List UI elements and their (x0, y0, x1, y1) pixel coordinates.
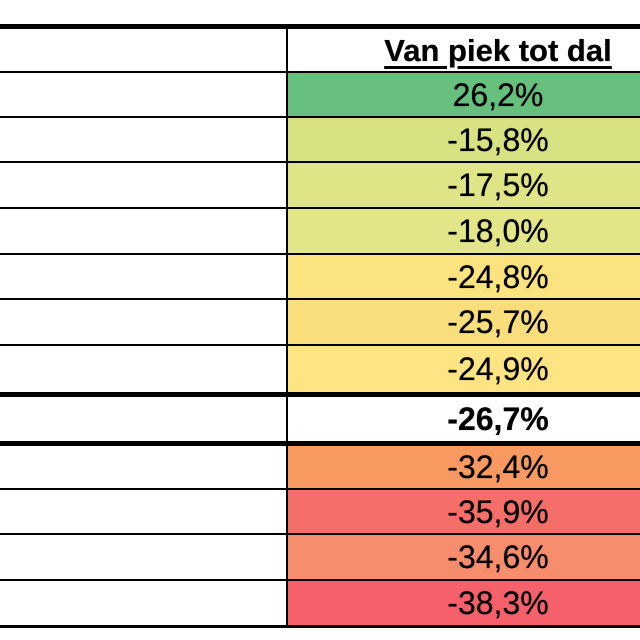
row-label-cell (0, 490, 288, 533)
header-value-cell: Van piek tot dal (288, 29, 640, 71)
value-cell: -26,7% (288, 397, 640, 441)
table-row: -17,5% (0, 163, 640, 209)
value-text: -24,8% (447, 258, 549, 295)
value-cell: -32,4% (288, 446, 640, 488)
table-row: -15,8% (0, 118, 640, 163)
row-label-cell (0, 397, 288, 441)
table-row-total: -26,7% (0, 397, 640, 446)
value-text: -24,9% (447, 351, 549, 387)
value-cell: -18,0% (288, 209, 640, 253)
value-cell: -15,8% (288, 118, 640, 161)
row-label-cell (0, 163, 288, 207)
row-label-cell (0, 255, 288, 298)
table-row: -32,4% (0, 446, 640, 490)
value-text: -34,6% (447, 539, 549, 575)
table-header-row: Van piek tot dal (0, 29, 640, 73)
row-label-cell (0, 535, 288, 579)
value-cell: 26,2% (288, 73, 640, 116)
row-label-cell (0, 446, 288, 488)
row-label-cell (0, 209, 288, 253)
row-label-cell (0, 581, 288, 625)
value-cell: -25,7% (288, 300, 640, 344)
table-row: -35,9% (0, 490, 640, 535)
row-label-cell (0, 346, 288, 392)
value-text: -35,9% (447, 493, 549, 530)
table-row: 26,2% (0, 73, 640, 118)
value-cell: -17,5% (288, 163, 640, 207)
table-row: -18,0% (0, 209, 640, 255)
value-text: -17,5% (447, 167, 549, 203)
value-text: -26,7% (447, 401, 549, 437)
table-row: -34,6% (0, 535, 640, 581)
value-text: -32,4% (447, 449, 549, 485)
value-cell: -34,6% (288, 535, 640, 579)
table-row: -25,7% (0, 300, 640, 346)
value-text: -38,3% (447, 585, 549, 621)
table-row: -38,3% (0, 581, 640, 625)
row-label-cell (0, 118, 288, 161)
value-text: -15,8% (447, 121, 549, 158)
row-label-cell (0, 300, 288, 344)
value-cell: -24,9% (288, 346, 640, 392)
row-label-cell (0, 73, 288, 116)
column-header-text: Van piek tot dal (384, 32, 612, 68)
table-row: -24,8% (0, 255, 640, 300)
value-cell: -35,9% (288, 490, 640, 533)
peak-to-trough-table: Van piek tot dal 26,2% -15,8% -17,5% -18… (0, 24, 640, 628)
header-label-cell (0, 29, 288, 71)
value-text: 26,2% (452, 76, 544, 113)
value-text: -18,0% (447, 213, 549, 249)
table-row: -24,9% (0, 346, 640, 397)
value-cell: -38,3% (288, 581, 640, 625)
value-cell: -24,8% (288, 255, 640, 298)
value-text: -25,7% (447, 304, 549, 340)
